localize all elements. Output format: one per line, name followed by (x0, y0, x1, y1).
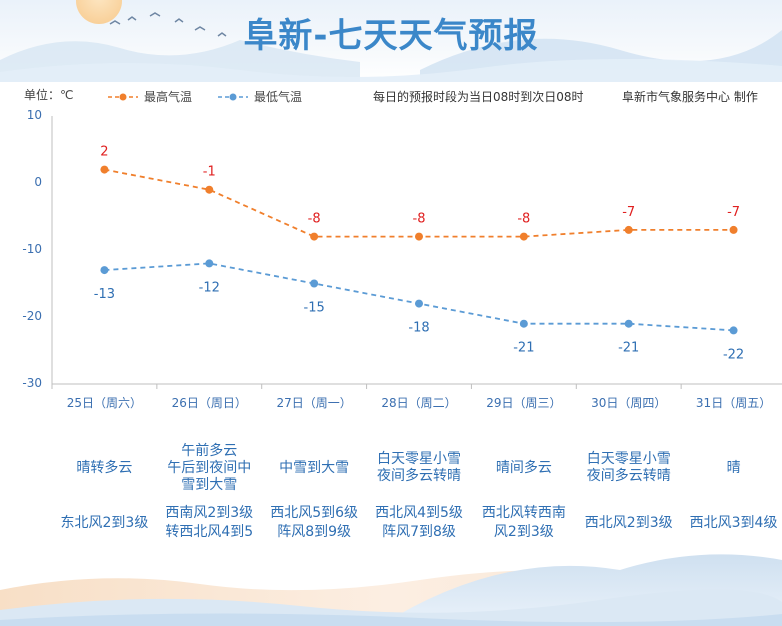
unit-label: 单位：℃ (24, 88, 74, 102)
high-temp-label: -8 (413, 212, 426, 227)
high-temp-label: -8 (308, 212, 321, 227)
day-wind-desc: 东北风2到3级 (60, 515, 149, 531)
forecast-period-note: 每日的预报时段为当日08时到次日08时 (373, 90, 584, 104)
y-tick-label: 0 (34, 175, 42, 189)
x-tick-label: 25日（周六） (66, 396, 143, 410)
low-temp-label: -18 (408, 321, 429, 336)
low-temp-label: -13 (94, 287, 115, 302)
high-temp-label: -7 (727, 205, 740, 220)
x-tick-label: 28日（周二） (381, 396, 457, 410)
high-temp-label: 2 (100, 145, 108, 160)
x-tick-label: 29日（周三） (486, 396, 562, 410)
legend-low-swatch (218, 93, 248, 100)
footer-mountains (0, 554, 782, 626)
high-temp-label: -7 (622, 205, 635, 220)
day-wind-desc: 西北风2到3级 (584, 515, 673, 531)
legend-high-swatch (108, 93, 138, 100)
low-temp-label: -21 (618, 341, 639, 356)
y-tick-label: -10 (22, 242, 42, 256)
high-temp-point (519, 232, 528, 241)
high-temp-label: -8 (517, 212, 530, 227)
low-temp-label: -21 (513, 341, 534, 356)
day-wind-desc: 西北风转西南 风2到3级 (481, 505, 566, 540)
day-weather-desc: 午前多云 午后到夜间中 雪到大雪 (167, 442, 252, 493)
day-wind-desc: 西北风5到6级 阵风8到9级 (270, 505, 359, 540)
x-tick-label: 26日（周日） (171, 396, 247, 410)
x-tick-label: 30日（周四） (591, 396, 667, 410)
legend-high: 最高气温 (108, 88, 192, 105)
day-weather-desc: 白天零星小雪 夜间多云转晴 (586, 451, 671, 484)
source-label: 阜新市气象服务中心 制作 (622, 90, 758, 104)
x-tick-label: 27日（周一） (276, 396, 352, 410)
low-temp-point (519, 319, 528, 328)
low-temp-point (310, 279, 319, 288)
high-temp-point (100, 165, 109, 174)
x-tick-label: 31日（周五） (695, 396, 772, 410)
high-temp-point (310, 232, 319, 241)
low-temp-point (100, 266, 109, 275)
low-temp-point (729, 326, 738, 335)
high-temp-point (415, 232, 423, 241)
y-tick-label: -30 (22, 376, 42, 390)
high-temp-point (624, 225, 633, 234)
day-weather-desc: 中雪到大雪 (279, 459, 350, 476)
day-weather-desc: 晴 (726, 459, 741, 476)
page-title: 阜新-七天天气预报 (243, 16, 539, 56)
day-wind-desc: 西北风3到4级 (689, 515, 778, 531)
day-weather-desc: 晴间多云 (495, 459, 552, 476)
low-temp-label: -15 (304, 301, 325, 316)
legend-low: 最低气温 (218, 88, 302, 105)
y-tick-label: -20 (22, 309, 42, 323)
low-temp-point (624, 319, 633, 328)
low-temp-label: -22 (723, 347, 744, 362)
low-temp-point (415, 299, 423, 308)
day-wind-desc: 西南风2到3级转西北风4到5级 (165, 505, 254, 540)
header-mountains (0, 12, 782, 82)
y-tick-label: 10 (26, 108, 42, 122)
high-temp-point (205, 185, 214, 194)
day-weather-desc: 白天零星小雪 夜间多云转晴 (377, 451, 461, 484)
day-wind-desc: 西北风4到5级 阵风7到8级 (375, 505, 463, 540)
day-weather-desc: 晴转多云 (76, 459, 133, 476)
high-temp-point (729, 225, 738, 234)
high-temp-label: -1 (203, 165, 216, 180)
legend-high-label: 最高气温 (144, 90, 193, 104)
low-temp-label: -12 (199, 280, 220, 295)
low-temp-point (205, 259, 214, 268)
legend-low-label: 最低气温 (254, 90, 303, 104)
temperature-chart: 2 -1 -8 -8 -8 -7 -7 -13 -12 -15 -18 -21 -21 -22 (51, 116, 782, 389)
